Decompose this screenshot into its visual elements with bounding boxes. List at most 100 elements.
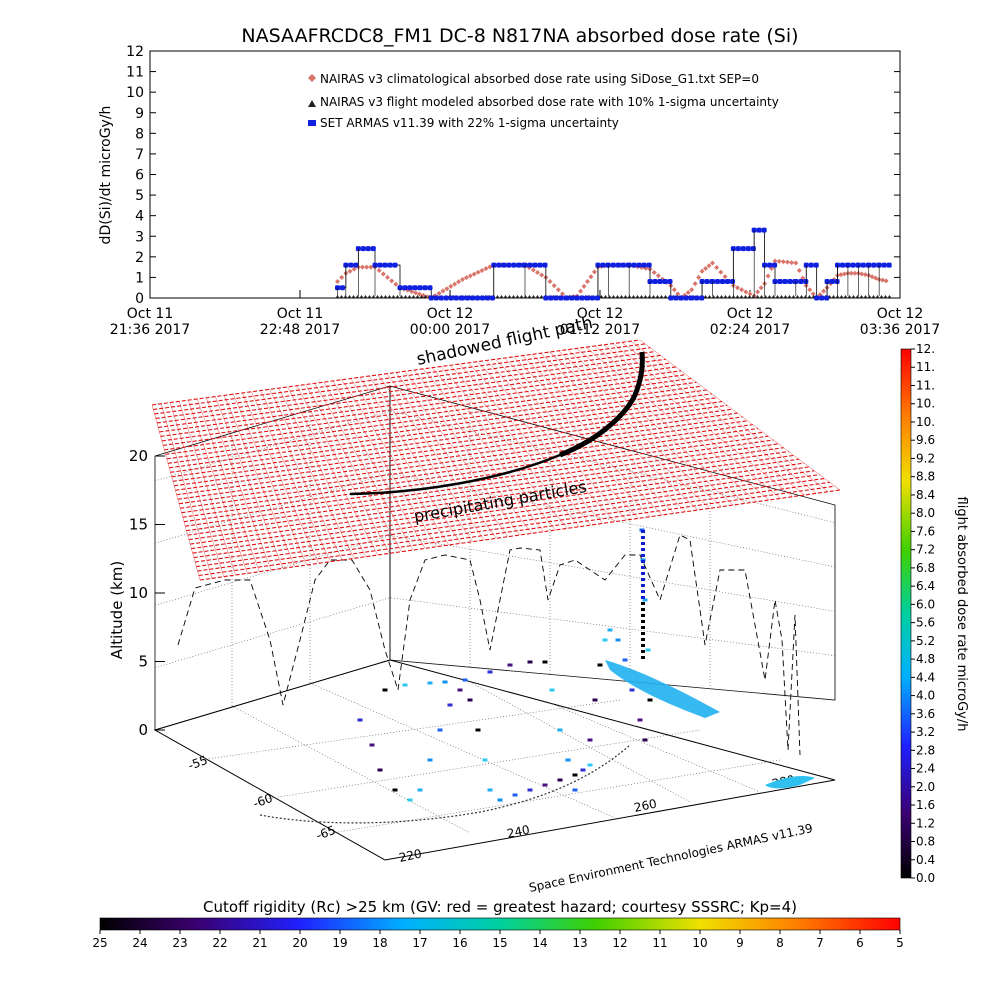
rigidity-contour <box>368 375 485 541</box>
flight-modeled-point <box>539 295 544 298</box>
legend-item-armas: SET ARMAS v11.39 with 22% 1-sigma uncert… <box>308 116 619 130</box>
climatological-point <box>710 260 715 266</box>
climatological-point <box>436 290 442 296</box>
cutoff-rigidity-surface <box>151 339 841 581</box>
flight-path-point <box>641 608 645 611</box>
rigidity-contour <box>549 351 722 507</box>
flight-modeled-point <box>655 295 660 298</box>
flight-modeled-point <box>407 295 412 298</box>
y-tick-label: 8 <box>135 126 144 142</box>
altitude-tick-label: 10 <box>129 584 148 602</box>
climatological-point <box>585 279 590 285</box>
flight-modeled-point <box>631 295 636 298</box>
y-tick-label: 0 <box>135 291 144 307</box>
flight-modeled-point <box>719 295 724 298</box>
rigidity-tick-label: 7 <box>816 936 824 950</box>
armas-point <box>600 262 606 268</box>
climatological-point <box>852 270 858 276</box>
flight-modeled-point <box>651 295 656 298</box>
flight-path-point <box>527 660 533 664</box>
rigidity-contour <box>612 343 805 496</box>
rigidity-contour <box>495 359 651 517</box>
climatological-point <box>444 286 450 292</box>
armas-point <box>353 262 359 268</box>
rigidity-contour <box>323 381 426 549</box>
colorbar-tick-label: 10. <box>916 415 935 429</box>
colorbar-tick-label: 5.6 <box>916 616 935 630</box>
flight-modeled-point <box>615 295 620 298</box>
armas-point <box>465 295 470 301</box>
colorbar-tick-label: 3.2 <box>916 725 935 739</box>
colorbar-tick-label: 4.8 <box>916 652 935 666</box>
rigidity-contour <box>160 403 213 579</box>
rigidity-tick-label: 20 <box>292 936 307 950</box>
armas-point <box>537 262 543 268</box>
colorbar-tick-label: 7.6 <box>916 524 935 538</box>
legend-item-flight-modeled: NAIRAS v3 flight modeled absorbed dose r… <box>308 95 779 109</box>
legend-marker-triangle <box>308 100 316 107</box>
flight-path-dose-colored <box>259 528 653 824</box>
flight-modeled-point <box>771 295 776 298</box>
flight-path-point <box>427 681 433 685</box>
y-tick-label: 9 <box>135 106 144 122</box>
climatological-point <box>393 281 399 287</box>
flight-modeled-point <box>779 295 784 298</box>
flight-path-point <box>641 578 645 581</box>
y-tick-label: 4 <box>135 209 144 225</box>
armas-point <box>668 295 674 301</box>
climatological-point <box>793 260 799 266</box>
floor-gridline <box>231 705 471 834</box>
armas-point <box>412 285 418 291</box>
flight-path-point <box>357 718 363 722</box>
flight-path-point <box>565 758 571 762</box>
armas-point <box>527 262 533 268</box>
rigidity-contour <box>639 339 841 491</box>
y-tick-label: 10 <box>126 85 144 101</box>
flight-path-point <box>629 688 635 692</box>
colorbar-tick-label: 0.8 <box>916 835 935 849</box>
armas-point <box>745 246 751 252</box>
rigidity-contour <box>450 365 592 526</box>
flight-path-point <box>475 728 481 732</box>
armas-point <box>574 295 580 301</box>
flight-path-point <box>557 728 563 732</box>
flight-modeled-point <box>607 295 612 298</box>
altitude-ticks: 0 5 10 15 20 <box>129 447 165 739</box>
flight-modeled-point <box>395 295 400 298</box>
flight-modeled-point <box>867 295 872 298</box>
flight-path-point <box>637 718 643 722</box>
armas-point <box>448 295 454 301</box>
rigidity-tick-label: 23 <box>172 936 187 950</box>
armas-point <box>808 262 814 268</box>
flight-modeled-point <box>611 295 616 298</box>
legend-marker-diamond <box>308 74 316 82</box>
flight-modeled-point <box>803 295 808 298</box>
armas-point <box>569 295 575 301</box>
armas-point <box>542 262 548 268</box>
legend-label: NAIRAS v3 climatological absorbed dose r… <box>320 72 759 86</box>
armas-point <box>365 246 371 252</box>
rigidity-contour <box>395 372 521 536</box>
rigidity-contour <box>431 367 568 529</box>
rigidity-contour <box>296 385 390 554</box>
rigidity-contour <box>205 397 272 571</box>
rigidity-tick-label: 15 <box>492 936 507 950</box>
flight-modeled-point <box>747 295 752 298</box>
climatological-point <box>364 264 370 270</box>
flight-modeled-point <box>635 295 640 298</box>
climatological-point <box>755 289 761 295</box>
flight-path-point <box>402 683 408 687</box>
flight-modeled-point <box>727 295 732 298</box>
colorbar-tick-label: 3.6 <box>916 707 935 721</box>
rigidity-contour <box>169 402 224 577</box>
rigidity-tick-label: 24 <box>132 936 147 950</box>
flight-path-point <box>641 602 645 605</box>
flight-path-point <box>369 743 375 747</box>
rigidity-tick-label: 8 <box>776 936 784 950</box>
climatological-point <box>463 275 469 281</box>
x-tick-label: 22:48 2017 <box>260 322 340 338</box>
flight-modeled-point <box>799 295 804 298</box>
armas-point <box>829 279 835 285</box>
x-tick-label: Oct 12 <box>577 306 623 322</box>
flight-path-point <box>641 614 645 617</box>
